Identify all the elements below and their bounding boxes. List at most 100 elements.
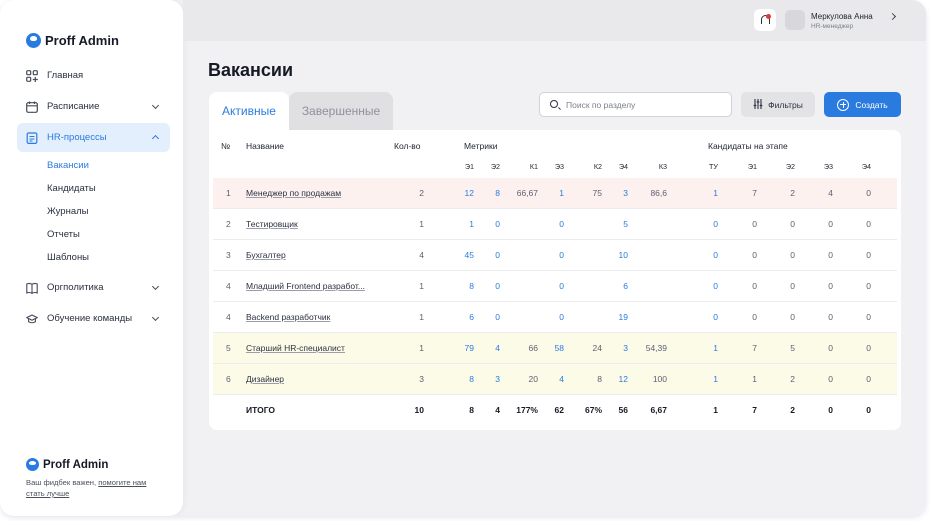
book-icon [26, 282, 38, 294]
metric-cell[interactable]: 0 [559, 281, 564, 291]
candidate-subheader[interactable]: Э1 [747, 162, 757, 171]
notification-bell-icon[interactable] [754, 9, 776, 31]
tab-active[interactable]: Активные [209, 92, 289, 130]
candidate-cell: 0 [790, 312, 795, 322]
submenu-item-reports[interactable]: Отчеты [47, 229, 80, 240]
submenu-item-templates[interactable]: Шаблоны [47, 252, 90, 263]
sidebar-item-home[interactable]: Главная [17, 61, 170, 90]
col-header-count[interactable]: Кол-во [394, 141, 421, 151]
metric-subheader[interactable]: Э3 [554, 162, 564, 171]
metric-cell[interactable]: 0 [559, 250, 564, 260]
metric-cell[interactable]: 0 [495, 219, 500, 229]
candidate-cell: 0 [866, 281, 871, 291]
vacancy-name-link[interactable]: Старший HR-специалист [246, 343, 345, 353]
candidate-subheader[interactable]: ТУ [709, 162, 718, 171]
metric-cell[interactable]: 6 [623, 281, 628, 291]
vacancy-name-link[interactable]: Младший Frontend разработ... [246, 281, 365, 291]
candidate-cell[interactable]: 0 [713, 281, 718, 291]
row-divider [213, 270, 897, 271]
table-row[interactable] [213, 209, 897, 239]
vacancies-table: № Название Кол-во Метрики Кандидаты на э… [209, 130, 901, 430]
submenu-item-journals[interactable]: Журналы [47, 206, 89, 217]
candidate-cell[interactable]: 1 [713, 343, 718, 353]
metric-cell[interactable]: 0 [559, 219, 564, 229]
tab-completed[interactable]: Завершенные [289, 92, 393, 130]
sidebar-nav: Главная Расписание HR-процессы Вакансии … [17, 61, 170, 335]
avatar[interactable] [785, 10, 805, 30]
row-divider [213, 301, 897, 302]
candidate-cell[interactable]: 0 [713, 250, 718, 260]
table-row[interactable] [213, 240, 897, 270]
metric-subheader[interactable]: Э4 [618, 162, 628, 171]
table-row[interactable] [213, 364, 897, 394]
user-name[interactable]: Меркулова Анна [811, 12, 873, 21]
metric-cell[interactable]: 12 [464, 188, 474, 198]
search-input[interactable] [566, 99, 716, 110]
candidate-subheader[interactable]: Э4 [861, 162, 871, 171]
vacancy-name-link[interactable]: Бухгалтер [246, 250, 286, 260]
metric-cell: 86,6 [650, 188, 667, 198]
candidate-cell[interactable]: 0 [713, 219, 718, 229]
candidate-cell: 0 [828, 343, 833, 353]
vacancy-name-link[interactable]: Менеджер по продажам [246, 188, 342, 198]
metric-subheader[interactable]: К1 [529, 162, 538, 171]
candidate-cell[interactable]: 1 [713, 374, 718, 384]
metric-cell[interactable]: 3 [495, 374, 500, 384]
sidebar-item-org-policy[interactable]: Оргполитика [17, 273, 170, 302]
submenu-item-candidates[interactable]: Кандидаты [47, 183, 96, 194]
brand-logo[interactable]: Proff Admin [26, 33, 119, 48]
metric-cell[interactable]: 6 [469, 312, 474, 322]
metric-cell[interactable]: 10 [618, 250, 628, 260]
metric-subheader[interactable]: Э1 [464, 162, 474, 171]
candidate-subheader[interactable]: Э2 [785, 162, 795, 171]
filters-button[interactable]: Фильтры [741, 92, 815, 117]
metric-cell[interactable]: 19 [618, 312, 628, 322]
sidebar-item-label: Обучение команды [47, 313, 133, 324]
row-divider [213, 332, 897, 333]
table-row[interactable] [213, 178, 897, 208]
col-header-name[interactable]: Название [246, 141, 284, 151]
candidate-cell: 7 [752, 188, 757, 198]
row-number: 1 [226, 188, 231, 198]
metric-cell[interactable]: 0 [495, 312, 500, 322]
metric-cell[interactable]: 5 [623, 219, 628, 229]
metric-cell: 20 [528, 374, 538, 384]
metric-subheader[interactable]: К3 [658, 162, 667, 171]
metric-cell[interactable]: 79 [464, 343, 474, 353]
metric-cell[interactable]: 8 [469, 374, 474, 384]
table-row[interactable] [213, 271, 897, 301]
metric-cell[interactable]: 45 [464, 250, 474, 260]
metric-cell[interactable]: 0 [495, 281, 500, 291]
metric-cell[interactable]: 4 [495, 343, 500, 353]
metric-subheader[interactable]: К2 [593, 162, 602, 171]
table-row[interactable] [213, 333, 897, 363]
vacancy-name-link[interactable]: Тестировщик [246, 219, 298, 229]
table-row[interactable] [213, 302, 897, 332]
candidate-cell: 0 [866, 312, 871, 322]
feedback-link[interactable]: помогите нам стать лучше [26, 478, 147, 498]
create-button[interactable]: Создать [824, 92, 901, 117]
metric-cell[interactable]: 8 [495, 188, 500, 198]
metric-cell[interactable]: 3 [623, 343, 628, 353]
vacancy-name-link[interactable]: Backend разработчик [246, 312, 331, 322]
metric-cell[interactable]: 3 [623, 188, 628, 198]
sidebar-item-hr-processes[interactable]: HR-процессы [17, 123, 170, 152]
metric-cell[interactable]: 1 [559, 188, 564, 198]
metric-cell[interactable]: 8 [469, 281, 474, 291]
candidate-cell: 0 [752, 250, 757, 260]
candidate-cell[interactable]: 0 [713, 312, 718, 322]
sidebar-item-team-training[interactable]: Обучение команды [17, 304, 170, 333]
metric-cell[interactable]: 4 [559, 374, 564, 384]
metric-cell[interactable]: 0 [559, 312, 564, 322]
chevron-down-icon [151, 282, 160, 291]
metric-cell[interactable]: 12 [618, 374, 628, 384]
submenu-item-vacancies[interactable]: Вакансии [47, 160, 89, 171]
candidate-cell[interactable]: 1 [713, 188, 718, 198]
metric-cell[interactable]: 0 [495, 250, 500, 260]
metric-cell[interactable]: 1 [469, 219, 474, 229]
metric-cell[interactable]: 58 [554, 343, 564, 353]
vacancy-name-link[interactable]: Дизайнер [246, 374, 285, 384]
sidebar-item-schedule[interactable]: Расписание [17, 92, 170, 121]
candidate-subheader[interactable]: Э3 [823, 162, 833, 171]
metric-subheader[interactable]: Э2 [490, 162, 500, 171]
